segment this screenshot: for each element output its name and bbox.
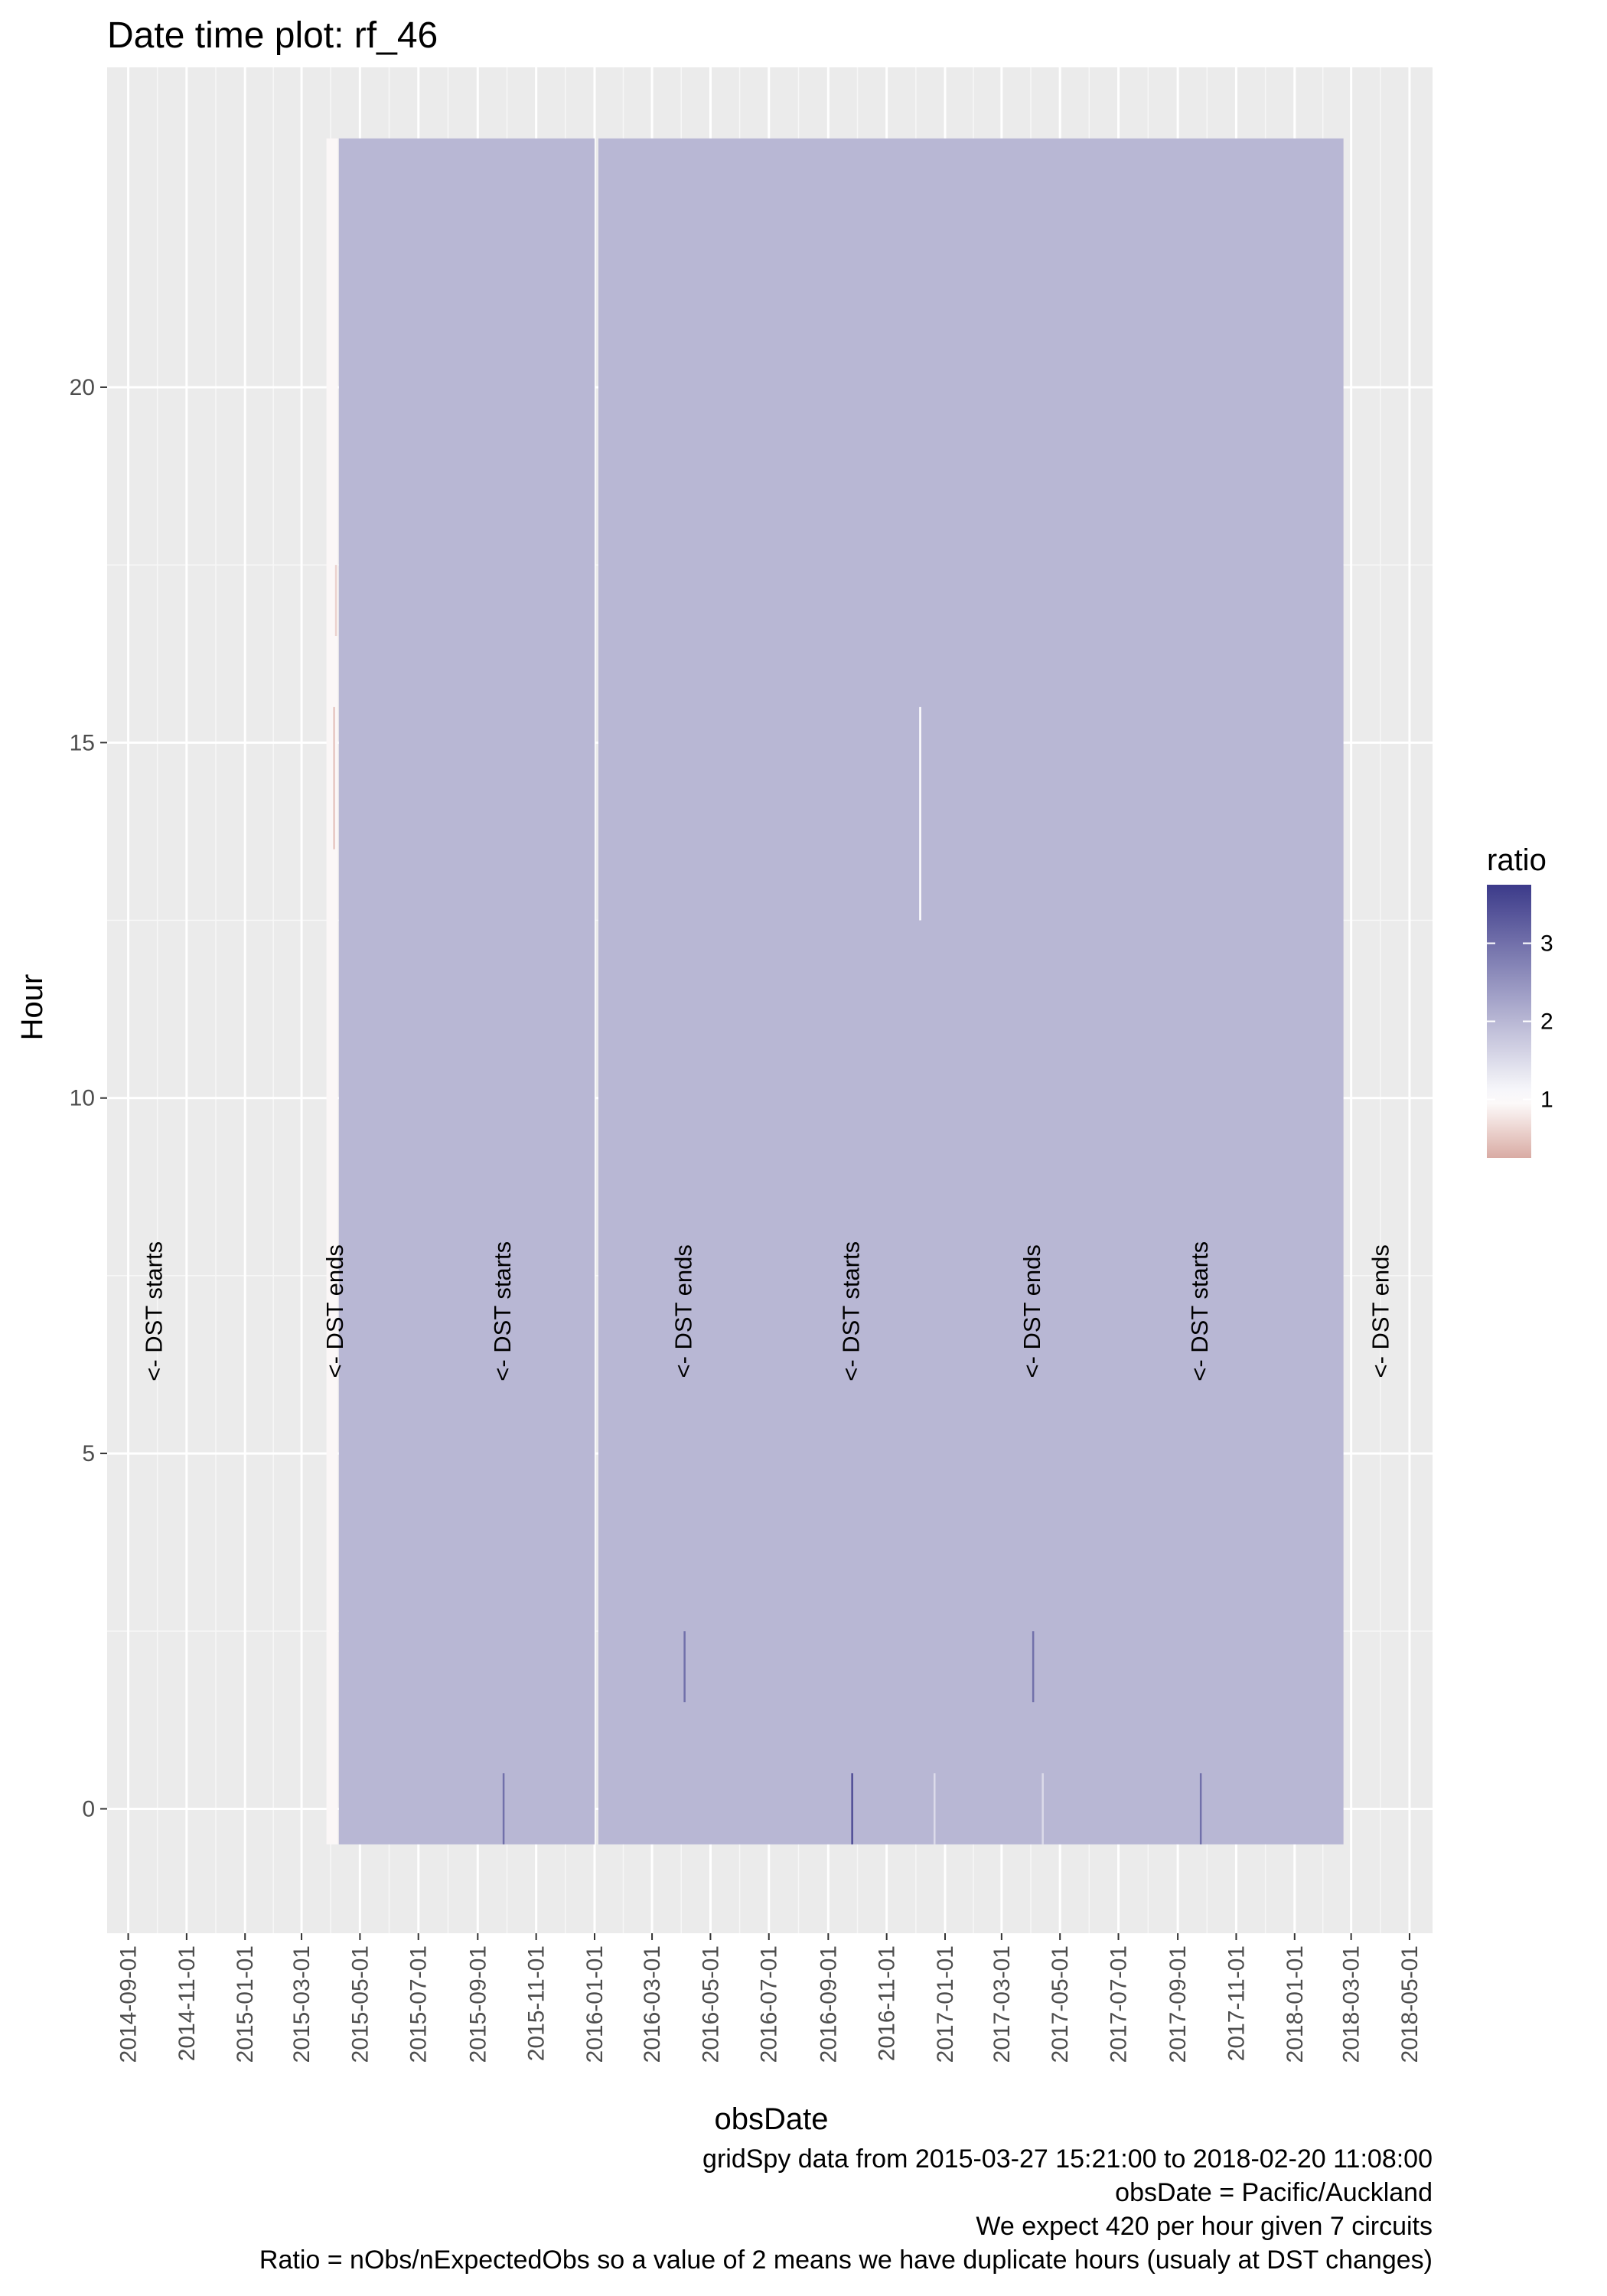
legend-break-label: 2 bbox=[1540, 1009, 1553, 1035]
heatmap-outlier-tile bbox=[1041, 1773, 1044, 1844]
chart-title: Date time plot: rf_46 bbox=[107, 15, 438, 56]
dst-annotation-label: <- DST starts bbox=[489, 1241, 516, 1381]
x-tick-label: 2014-09-01 bbox=[116, 1945, 142, 2063]
x-tick-label: 2017-09-01 bbox=[1165, 1945, 1191, 2063]
caption-line: obsDate = Pacific/Auckland bbox=[1115, 2178, 1433, 2207]
x-tick-label: 2018-03-01 bbox=[1339, 1945, 1364, 2063]
heatmap-outlier-tile bbox=[1032, 1631, 1035, 1703]
x-tick-label: 2018-01-01 bbox=[1283, 1945, 1308, 2063]
heatmap-outlier-tile bbox=[502, 1773, 505, 1844]
dst-annotation-label: <- DST starts bbox=[837, 1241, 864, 1381]
legend-title: ratio bbox=[1487, 843, 1547, 877]
x-tick-label: 2018-05-01 bbox=[1397, 1945, 1423, 2063]
x-tick-label: 2015-03-01 bbox=[289, 1945, 315, 2063]
caption-line: We expect 420 per hour given 7 circuits bbox=[976, 2212, 1433, 2241]
x-tick-label: 2017-11-01 bbox=[1224, 1945, 1249, 2061]
heatmap-tile-block bbox=[598, 138, 1344, 1844]
heatmap-outlier-tile bbox=[334, 565, 337, 637]
dst-annotations: <- DST starts <- DST ends <- DST starts <- … bbox=[140, 1241, 1393, 1381]
x-tick-label: 2016-01-01 bbox=[582, 1945, 608, 2063]
x-tick-label: 2016-03-01 bbox=[640, 1945, 665, 2063]
heatmap-tile-block bbox=[326, 138, 338, 1844]
heatmap-tile-block bbox=[338, 138, 595, 1844]
heatmap-tiles bbox=[326, 138, 1344, 1844]
x-tick-label: 2016-09-01 bbox=[816, 1945, 841, 2063]
x-tick-label: 2017-01-01 bbox=[933, 1945, 958, 2063]
x-tick-label: 2015-09-01 bbox=[465, 1945, 491, 2063]
x-tick-label: 2015-05-01 bbox=[347, 1945, 373, 2063]
y-tick-label: 20 bbox=[70, 375, 95, 400]
x-tick-label: 2015-01-01 bbox=[233, 1945, 258, 2063]
y-axis: 0 5 10 15 20 bbox=[70, 375, 107, 1821]
heatmap-outlier-tile bbox=[333, 706, 335, 850]
x-tick-label: 2016-07-01 bbox=[757, 1945, 782, 2063]
y-tick-label: 15 bbox=[70, 730, 95, 755]
x-tick-label: 2015-07-01 bbox=[406, 1945, 432, 2063]
heatmap-outlier-tile bbox=[933, 1773, 936, 1844]
heatmap-outlier-tile bbox=[851, 1773, 853, 1844]
dst-annotation-label: <- DST starts bbox=[140, 1241, 167, 1381]
y-axis-title: Hour bbox=[15, 974, 49, 1041]
y-tick-label: 5 bbox=[82, 1441, 95, 1466]
y-tick-label: 0 bbox=[82, 1796, 95, 1821]
x-tick-label: 2016-05-01 bbox=[698, 1945, 723, 2063]
chart-caption: gridSpy data from 2015-03-27 15:21:00 to… bbox=[259, 2144, 1433, 2275]
x-tick-label: 2017-03-01 bbox=[989, 1945, 1015, 2063]
x-tick-label: 2016-11-01 bbox=[875, 1945, 900, 2061]
legend-break-label: 3 bbox=[1540, 931, 1553, 957]
dst-annotation-label: <- DST ends bbox=[1367, 1244, 1393, 1378]
heatmap-outlier-tile bbox=[683, 1631, 686, 1703]
x-tick-label: 2015-11-01 bbox=[524, 1945, 549, 2061]
dst-annotation-label: <- DST starts bbox=[1186, 1241, 1213, 1381]
heatmap-outlier-tile bbox=[919, 706, 921, 921]
x-tick-label: 2014-11-01 bbox=[174, 1945, 200, 2061]
x-axis: 2014-09-01 2014-11-01 2015-01-01 2015-03-01… bbox=[116, 1933, 1423, 2063]
x-tick-label: 2017-07-01 bbox=[1107, 1945, 1132, 2063]
heatmap-outlier-tile bbox=[1199, 1773, 1202, 1844]
dst-annotation-label: <- DST ends bbox=[670, 1244, 696, 1378]
legend-break-label: 1 bbox=[1540, 1088, 1553, 1113]
caption-line: Ratio = nObs/nExpectedObs so a value of … bbox=[259, 2245, 1433, 2275]
y-tick-label: 10 bbox=[70, 1086, 95, 1111]
dst-annotation-label: <- DST ends bbox=[321, 1244, 348, 1378]
ratio-legend: ratio 1 2 3 bbox=[1487, 843, 1553, 1158]
x-tick-label: 2017-05-01 bbox=[1048, 1945, 1073, 2063]
x-axis-title: obsDate bbox=[715, 2102, 829, 2136]
caption-line: gridSpy data from 2015-03-27 15:21:00 to… bbox=[702, 2144, 1433, 2174]
dst-annotation-label: <- DST ends bbox=[1019, 1244, 1045, 1378]
